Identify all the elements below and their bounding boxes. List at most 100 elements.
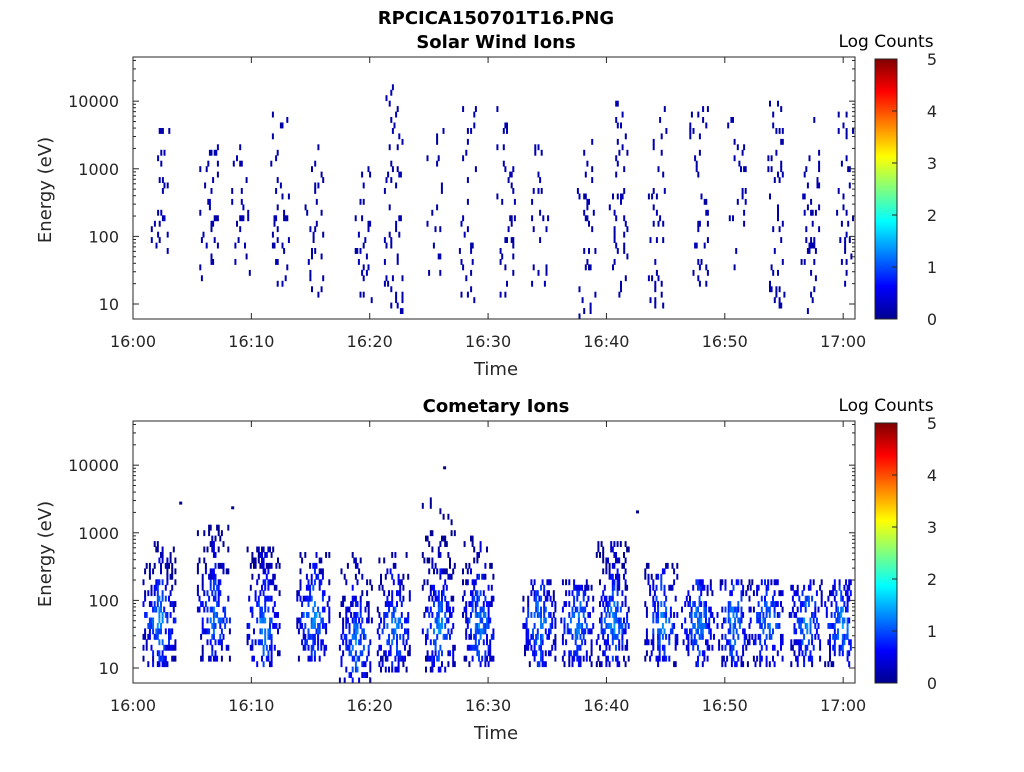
- spectrogram-cell: [541, 623, 544, 629]
- spectrogram-cell: [721, 579, 724, 586]
- spectrogram-cell: [808, 242, 811, 249]
- spectrogram-cell: [565, 601, 568, 607]
- spectrogram-cell: [743, 166, 746, 173]
- spectrogram-cell: [439, 601, 442, 607]
- spectrogram-cell: [358, 617, 361, 624]
- spectrogram-cell: [216, 144, 219, 151]
- spectrogram-cell: [200, 601, 203, 607]
- spectrogram-cell: [318, 612, 321, 618]
- spectrogram-cell: [535, 601, 538, 607]
- spectrogram-cell: [402, 661, 405, 668]
- spectrogram-cell: [833, 650, 836, 657]
- spectrogram-cell: [492, 655, 495, 662]
- spectrogram-cell: [814, 601, 817, 607]
- spectrogram-cell: [396, 601, 398, 607]
- spectrogram-cell: [201, 628, 204, 635]
- spectrogram-cell: [158, 595, 161, 602]
- spectrogram-cell: [161, 612, 164, 618]
- spectrogram-cell: [257, 557, 260, 564]
- spectrogram-cell: [256, 617, 259, 624]
- spectrogram-cell: [777, 100, 779, 107]
- spectrogram-cell: [473, 579, 476, 586]
- spectrogram-cell: [724, 661, 727, 668]
- spectrogram-cell: [773, 612, 776, 618]
- spectrogram-cell: [322, 177, 325, 183]
- spectrogram-cell: [342, 617, 345, 624]
- spectrogram-cell: [781, 590, 784, 597]
- spectrogram-cell: [733, 155, 736, 162]
- spectrogram-cell: [148, 573, 151, 580]
- spectrogram-cell: [168, 644, 170, 651]
- spectrogram-cell: [745, 633, 748, 640]
- spectrogram-cell: [773, 297, 776, 304]
- spectrogram-cell: [685, 628, 688, 635]
- spectrogram-cell: [671, 623, 674, 629]
- spectrogram-cell: [721, 633, 724, 640]
- spectrogram-cell: [470, 128, 473, 134]
- spectrogram-cell: [144, 612, 147, 618]
- spectrogram-cell: [706, 623, 709, 629]
- spectrogram-cell: [345, 633, 348, 640]
- spectrogram-cell: [690, 612, 693, 618]
- y-tick-label: 100: [88, 591, 119, 610]
- spectrogram-cell: [212, 595, 215, 602]
- spectrogram-cell: [431, 562, 434, 569]
- spectrogram-cell: [762, 617, 765, 624]
- spectrogram-cell: [265, 595, 268, 602]
- spectrogram-cell: [700, 193, 703, 200]
- spectrogram-cell: [478, 650, 480, 657]
- spectrogram-cell: [429, 639, 432, 646]
- spectrogram-cell: [806, 628, 809, 635]
- spectrogram-cell: [546, 590, 549, 597]
- spectrogram-cell: [804, 601, 807, 607]
- spectrogram-cell: [835, 601, 838, 607]
- spectrogram-cell: [584, 639, 587, 646]
- spectrogram-cell: [653, 601, 656, 607]
- spectrogram-cell: [205, 242, 208, 249]
- spectrogram-cell: [318, 584, 321, 591]
- spectrogram-cell: [152, 628, 155, 635]
- spectrogram-cell: [599, 617, 601, 624]
- spectrogram-cell: [724, 579, 727, 586]
- spectrogram-cell: [362, 242, 365, 249]
- spectrogram-cell: [256, 579, 259, 586]
- spectrogram-cell: [436, 623, 439, 629]
- spectrogram-cell: [530, 579, 533, 586]
- spectrogram-cell: [203, 557, 206, 564]
- spectrogram-cell: [301, 612, 304, 618]
- spectrogram-cell: [212, 573, 215, 580]
- spectrogram-cell: [366, 655, 369, 662]
- spectrogram-cell: [837, 633, 839, 640]
- spectrogram-cell: [613, 584, 616, 591]
- spectrogram-cell: [811, 661, 814, 668]
- spectrogram-cell: [525, 633, 528, 640]
- spectrogram-cell: [396, 644, 398, 651]
- spectrogram-cell: [206, 606, 209, 613]
- spectrogram-cell: [548, 650, 550, 657]
- spectrogram-cell: [160, 606, 162, 613]
- spectrogram-cell: [626, 253, 629, 260]
- spectrogram-cell: [705, 606, 707, 613]
- spectrogram-cell: [571, 633, 574, 640]
- spectrogram-cell: [602, 552, 605, 558]
- spectrogram-cell: [577, 644, 580, 651]
- spectrogram-cell: [615, 617, 617, 624]
- spectrogram-cell: [492, 628, 495, 635]
- spectrogram-cell: [318, 623, 321, 629]
- spectrogram-cell: [744, 198, 747, 205]
- spectrogram-cell: [390, 89, 393, 96]
- spectrogram-cell: [157, 155, 160, 162]
- spectrogram-cell: [577, 617, 580, 624]
- spectrogram-cell: [217, 546, 220, 553]
- spectrogram-cell: [228, 655, 231, 662]
- spectrogram-cell: [351, 644, 354, 651]
- spectrogram-cell: [264, 628, 267, 635]
- spectrogram-cell: [269, 633, 271, 640]
- spectrogram-cell: [810, 269, 813, 276]
- spectrogram-cell: [466, 138, 469, 145]
- spectrogram-cell: [174, 644, 177, 651]
- spectrogram-cell: [378, 633, 381, 640]
- spectrogram-cell: [376, 650, 379, 657]
- spectrogram-cell: [203, 606, 206, 613]
- spectrogram-cell: [700, 579, 703, 586]
